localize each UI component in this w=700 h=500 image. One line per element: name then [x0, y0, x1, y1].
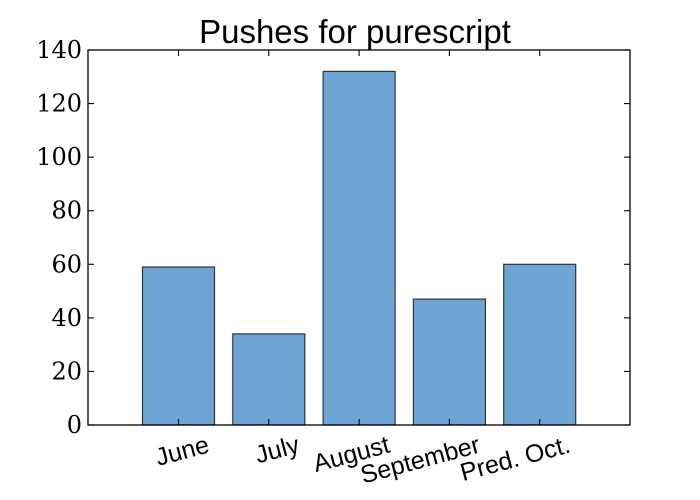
y-tick-label: 120 — [36, 90, 82, 118]
plot-frame — [87, 49, 631, 426]
y-tick-label: 60 — [51, 250, 82, 278]
y-tick-label: 20 — [51, 357, 82, 385]
y-tick-label: 40 — [51, 304, 82, 332]
y-tick-label: 80 — [51, 197, 82, 225]
bar-september — [412, 298, 486, 426]
bar-july — [232, 333, 306, 426]
bar-august — [322, 70, 396, 426]
bar-pred-oct — [503, 263, 577, 426]
y-tick-label: 0 — [67, 411, 82, 439]
x-tick-label: July — [252, 431, 303, 470]
x-tick-label: June — [152, 431, 212, 472]
y-tick-label: 100 — [36, 143, 82, 171]
y-axis: 0 20 40 60 80 100 120 140 — [36, 36, 630, 439]
bar-june — [141, 266, 216, 426]
chart-title: Pushes for purescript — [199, 13, 511, 50]
y-tick-label: 140 — [36, 36, 82, 64]
bars-group — [141, 70, 577, 426]
